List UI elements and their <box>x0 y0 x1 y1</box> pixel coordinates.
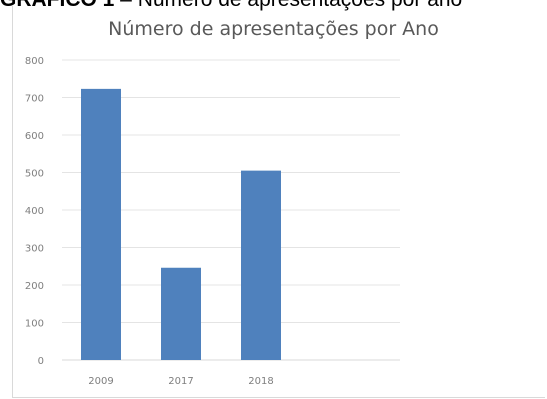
bar-2018 <box>241 170 281 360</box>
x-tick-label: 2018 <box>248 376 273 387</box>
y-tick-label: 800 <box>25 56 44 67</box>
y-tick-label: 200 <box>25 281 44 292</box>
y-tick-label: 0 <box>38 356 44 367</box>
bar-2009 <box>81 88 121 360</box>
figure-caption: GRÁFICO 1 – Número de apresentações por … <box>0 0 547 12</box>
y-tick-label: 400 <box>25 206 44 217</box>
y-tick-label: 500 <box>25 169 44 180</box>
chart-frame <box>12 6 545 398</box>
x-tick-label: 2017 <box>168 376 193 387</box>
y-tick-label: 700 <box>25 94 44 105</box>
y-tick-label: 300 <box>25 244 44 255</box>
figure-caption-text: – Número de apresentações por ano <box>114 0 462 11</box>
bar-2017 <box>161 267 201 360</box>
x-axis-ticks: 2009 2017 2018 <box>88 376 273 387</box>
chart-title: Número de apresentações por Ano <box>108 18 439 40</box>
figure-caption-prefix: GRÁFICO 1 <box>0 0 114 11</box>
y-tick-label: 100 <box>25 319 44 330</box>
x-tick-label: 2009 <box>88 376 113 387</box>
bars <box>81 88 281 360</box>
y-tick-label: 600 <box>25 131 44 142</box>
y-axis-ticks: 0 100 200 300 400 500 600 700 800 <box>25 56 44 367</box>
